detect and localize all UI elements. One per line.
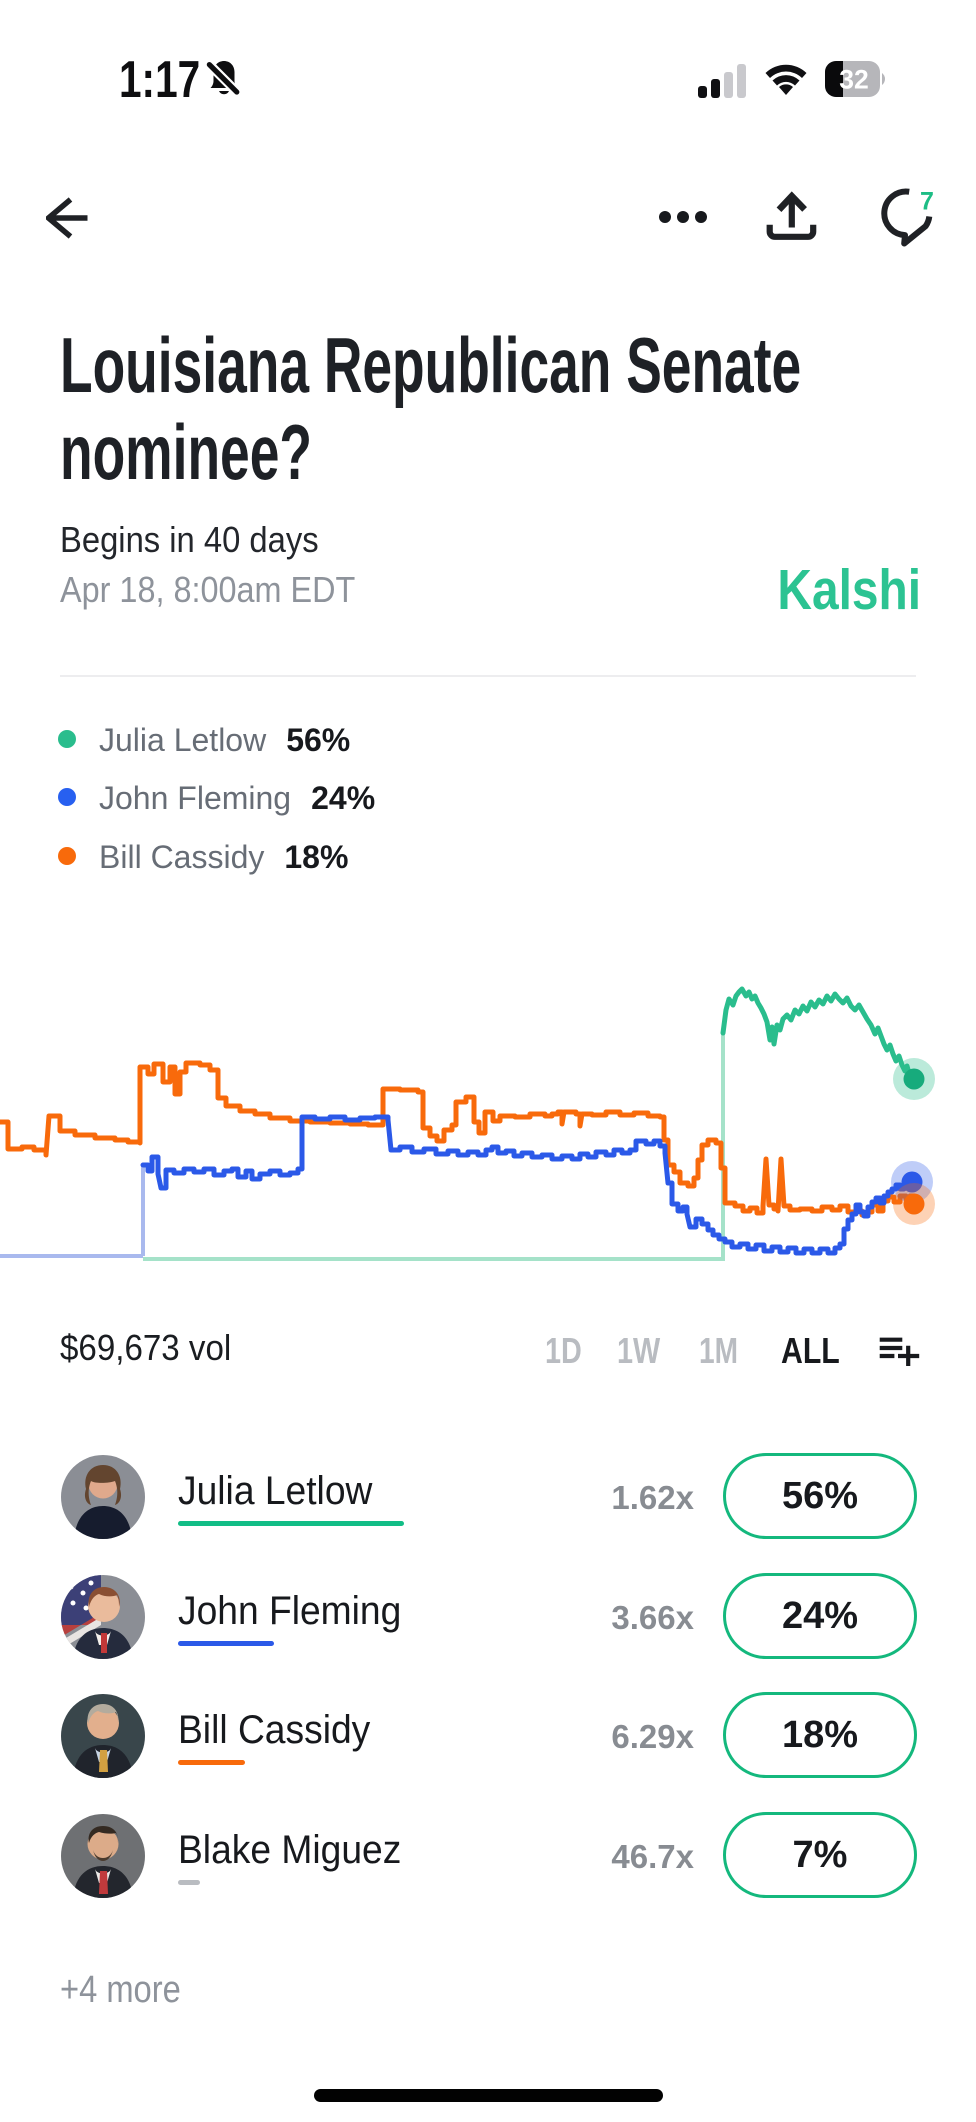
- svg-text:32: 32: [839, 65, 868, 95]
- svg-text:7: 7: [920, 188, 934, 216]
